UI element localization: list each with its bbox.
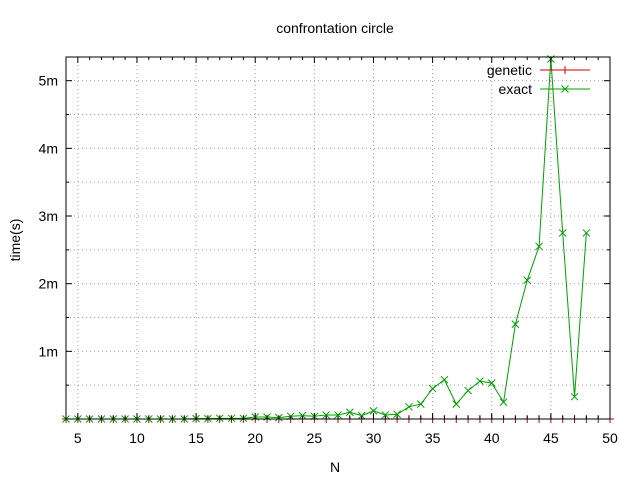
data-point-exact: [487, 379, 496, 387]
data-point-exact: [357, 411, 366, 420]
data-point-exact: [322, 411, 331, 419]
ticks: 5 10 15 20 25 30 35 40 45 50 1m 2m 3m 4m 5m: [39, 57, 618, 446]
x-tick-label: 50: [602, 430, 618, 446]
y-tick-label: 1m: [39, 343, 58, 359]
x-tick-label: 40: [484, 430, 500, 446]
data-point-exact: [452, 400, 461, 408]
data-point-exact: [558, 229, 567, 237]
data-point-exact: [334, 411, 342, 419]
x-tick-label: 10: [129, 430, 145, 446]
legend-label: exact: [499, 81, 533, 97]
data-point-exact: [345, 408, 354, 417]
data-point-exact: [440, 375, 449, 384]
legend-entry-genetic: genetic: [487, 62, 590, 78]
legend-entry-exact: exact: [499, 81, 590, 97]
data-point-exact: [393, 410, 401, 419]
x-tick-label: 15: [188, 430, 204, 446]
legend-label: genetic: [487, 62, 532, 78]
x-tick-label: 25: [307, 430, 323, 446]
legend: genetic exact: [487, 62, 590, 97]
y-tick-label: 3m: [39, 208, 58, 224]
x-tick-label: 30: [366, 430, 382, 446]
data-point-exact: [464, 386, 472, 395]
data-point-exact: [381, 411, 390, 419]
x-tick-label: 5: [74, 430, 82, 446]
data-point-exact: [582, 229, 591, 237]
data-point-exact: [369, 407, 378, 415]
chart-title: confrontation circle: [276, 20, 394, 36]
y-tick-label: 5m: [39, 73, 58, 89]
data-point-exact: [476, 377, 484, 385]
data-point-exact: [405, 402, 413, 411]
x-axis-label: N: [330, 459, 340, 475]
x-tick-label: 20: [247, 430, 263, 446]
data-point-exact: [499, 398, 508, 406]
y-axis-label: time(s): [7, 219, 23, 262]
x-tick-label: 45: [543, 430, 559, 446]
x-tick-label: 35: [425, 430, 441, 446]
data-point-exact: [570, 392, 579, 401]
data-point-exact: [511, 320, 520, 329]
data-point-exact: [298, 411, 307, 420]
legend-marker: [561, 66, 569, 74]
y-tick-label: 4m: [39, 140, 58, 156]
data-point-exact: [523, 276, 532, 285]
grid: [66, 57, 610, 419]
data-point-exact: [535, 242, 543, 251]
legend-marker: [561, 85, 569, 93]
data-point-exact: [416, 400, 425, 408]
y-tick-label: 2m: [39, 276, 58, 292]
data-point-exact: [428, 384, 437, 393]
